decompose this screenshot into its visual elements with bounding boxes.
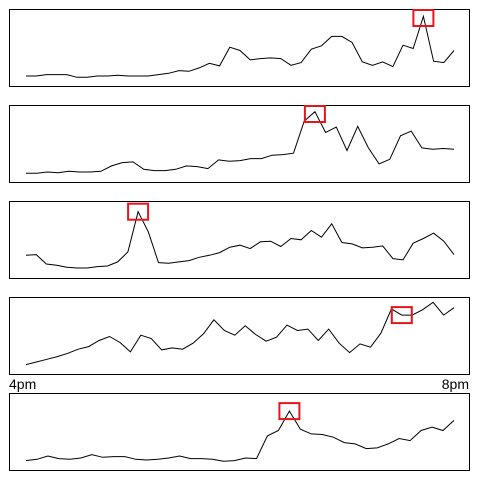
sparkline-panel-3 — [9, 201, 470, 279]
series-line — [26, 14, 455, 78]
sparkline-panel-1 — [9, 9, 470, 87]
panels-layer — [9, 9, 470, 471]
panel-frame — [9, 105, 470, 183]
time-axis-start-label: 4pm — [9, 376, 36, 392]
panel-frame — [9, 9, 470, 87]
series-line — [25, 301, 455, 366]
peak-highlight-box — [412, 9, 435, 27]
series-line — [25, 210, 455, 269]
panel-frame — [9, 297, 470, 375]
series-line — [25, 410, 455, 462]
peak-highlight-box — [390, 306, 413, 325]
series-line — [26, 110, 455, 174]
sparkline-panel-5 — [9, 393, 470, 471]
peak-highlight-box — [303, 105, 326, 123]
peak-highlight-box — [127, 202, 150, 221]
sparkline-panel-2 — [9, 105, 470, 183]
peak-highlight-box — [278, 402, 301, 421]
panel-frame — [9, 393, 470, 471]
panel-frame — [9, 201, 470, 279]
time-axis-end-label: 8pm — [442, 376, 469, 392]
sparkline-panel-4 — [9, 297, 470, 375]
